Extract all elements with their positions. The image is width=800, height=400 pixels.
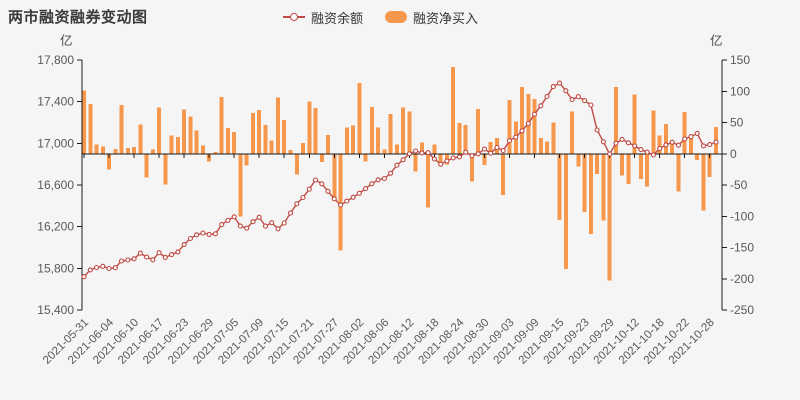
y-left-tick-label: 17,400 — [37, 95, 74, 109]
legend-item-net-buy[interactable]: 融资净买入 — [385, 8, 478, 27]
bar-marker-icon — [385, 11, 408, 23]
legend-item-financing-balance[interactable]: 融资余额 — [283, 8, 363, 27]
line-series-financing-balance[interactable] — [81, 80, 719, 280]
line-circle-marker-icon — [283, 12, 305, 21]
y-left-tick-label: 17,800 — [37, 53, 74, 67]
y-right-tick-label: -150 — [730, 241, 754, 255]
y-right-tick-label: 100 — [730, 84, 750, 98]
chart-title: 两市融资融券变动图 — [8, 9, 148, 26]
legend-label-financing-balance: 融资余额 — [311, 10, 364, 26]
y-right-tick-label: -200 — [730, 272, 754, 286]
y-left-tick-label: 15,400 — [37, 303, 74, 317]
y-right-tick-label: -250 — [730, 303, 754, 317]
y-left-axis-name: 亿 — [60, 34, 73, 48]
y-right-axis-name: 亿 — [710, 34, 723, 48]
y-right-tick-label: -50 — [730, 178, 748, 192]
y-left-tick-label: 16,600 — [37, 178, 74, 192]
tick-labels: 17,800 17,400 17,000 16,600 16,200 15,800 15,4… — [37, 53, 754, 367]
legend: 融资余额 融资净买入 — [283, 8, 478, 26]
legend-label-net-buy: 融资净买入 — [413, 10, 479, 26]
axes — [77, 59, 727, 311]
y-left-tick-label: 15,800 — [37, 261, 74, 275]
y-right-tick-label: 50 — [730, 116, 744, 130]
financing-balance-line — [83, 82, 717, 278]
y-right-tick-label: 150 — [730, 53, 750, 67]
y-left-tick-label: 17,000 — [37, 136, 74, 150]
y-right-tick-label: 0 — [730, 147, 737, 161]
bar-series-net-buy[interactable] — [82, 66, 718, 281]
y-left-tick-label: 16,200 — [37, 220, 74, 234]
y-right-tick-label: -100 — [730, 209, 754, 223]
